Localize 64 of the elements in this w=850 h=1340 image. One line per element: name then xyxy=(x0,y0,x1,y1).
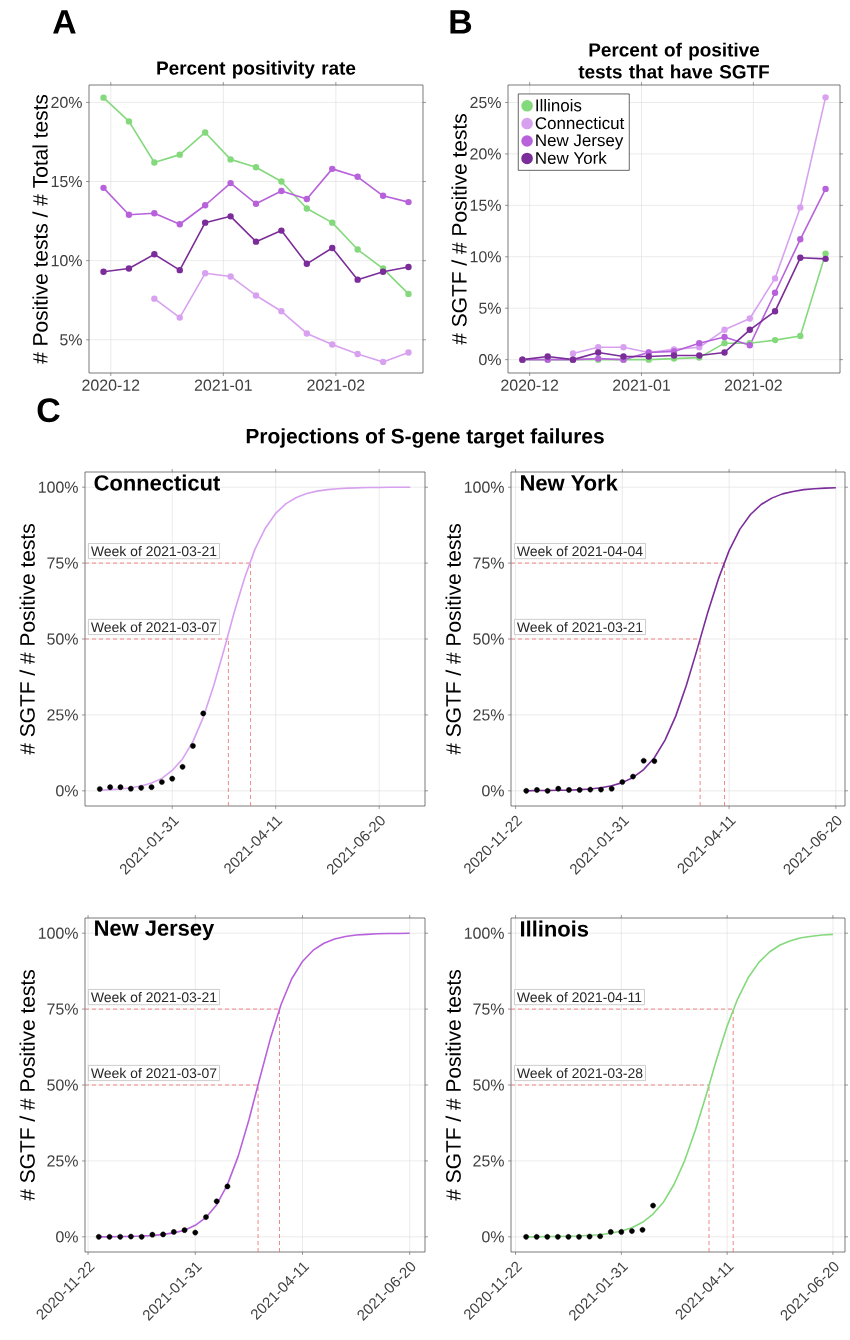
y-tick-label: 20% xyxy=(470,148,501,160)
legend-label: Connecticut xyxy=(535,116,625,130)
text: A xyxy=(53,10,76,34)
y-tick-label: 0% xyxy=(482,785,504,797)
chart-title: Percent positivity rate xyxy=(157,60,356,79)
x-tick-label: 2020-12 xyxy=(501,379,559,391)
y-tick-label: 15% xyxy=(51,175,82,188)
y-tick-label: 75% xyxy=(47,1003,78,1015)
y-tick-label: 100% xyxy=(464,481,504,493)
y-tick-label: 20% xyxy=(51,96,82,109)
y-tick-label: 5% xyxy=(479,302,501,314)
y-tick-label: 25% xyxy=(47,1155,78,1167)
ref-line-label: Week of 2021-04-11 xyxy=(516,991,642,1003)
y-tick-label: 50% xyxy=(473,633,504,645)
chart-title: Percent of positive tests that have SGTF xyxy=(578,42,769,79)
chart-title: New Jersey xyxy=(95,920,215,941)
y-tick-label: 0% xyxy=(56,1231,78,1243)
ref-line-label: Week of 2021-03-28 xyxy=(516,1067,643,1079)
ref-line-label: Week of 2021-03-07 xyxy=(90,1067,217,1079)
chart-title: Connecticut xyxy=(94,474,220,491)
text: B xyxy=(450,10,472,34)
y-axis-title: # SGTF / # Positive tests xyxy=(19,970,35,1201)
ref-line-label: Week of 2021-03-21 xyxy=(90,991,217,1003)
x-tick-label: 2021-01 xyxy=(194,379,252,391)
legend-label: New York xyxy=(536,151,607,165)
ref-line-label: Week of 2021-04-04 xyxy=(516,545,643,557)
x-tick-label: 2020-12 xyxy=(82,379,140,391)
y-axis-title: # SGTF / # Positive tests xyxy=(445,524,461,755)
x-tick-label: 2021-02 xyxy=(724,379,782,391)
y-tick-label: 100% xyxy=(38,481,78,493)
y-tick-label: 0% xyxy=(479,354,501,366)
chart-title: New York xyxy=(521,474,618,491)
y-tick-label: 10% xyxy=(470,251,501,263)
y-axis-title: # Positive tests / # Total tests xyxy=(32,94,48,364)
chart-title: Illinois xyxy=(521,920,589,937)
y-tick-label: 75% xyxy=(47,557,78,569)
y-axis-title: # SGTF / # Positive tests xyxy=(19,524,35,755)
y-tick-label: 50% xyxy=(47,1079,78,1091)
y-tick-label: 5% xyxy=(60,334,82,346)
y-tick-label: 100% xyxy=(464,927,504,939)
y-tick-label: 25% xyxy=(473,1155,504,1167)
y-tick-label: 50% xyxy=(47,633,78,645)
y-tick-label: 75% xyxy=(473,1003,504,1015)
ref-line-label: Week of 2021-03-07 xyxy=(90,621,217,633)
x-tick-label: 2021-02 xyxy=(307,379,365,391)
y-tick-label: 25% xyxy=(470,96,501,109)
y-tick-label: 15% xyxy=(470,199,501,211)
y-axis-title: # SGTF / # Positive tests xyxy=(451,114,467,345)
y-tick-label: 25% xyxy=(473,709,504,721)
y-axis-title: # SGTF / # Positive tests xyxy=(445,970,461,1201)
legend-label: New Jersey xyxy=(536,134,624,150)
ref-line-label: Week of 2021-03-21 xyxy=(516,621,643,633)
y-tick-label: 75% xyxy=(473,557,504,569)
y-tick-label: 10% xyxy=(51,255,82,267)
ref-line-label: Week of 2021-03-21 xyxy=(90,545,217,557)
text: C xyxy=(37,398,60,423)
y-tick-label: 0% xyxy=(482,1231,504,1243)
y-tick-label: 0% xyxy=(56,785,78,797)
x-tick-label: 2021-01 xyxy=(613,379,670,391)
y-tick-label: 25% xyxy=(47,709,78,721)
text: Projections of S-gene target failures xyxy=(246,428,604,448)
y-tick-label: 100% xyxy=(38,927,78,939)
legend-label: Illinois xyxy=(536,98,582,112)
y-tick-label: 50% xyxy=(473,1079,504,1091)
